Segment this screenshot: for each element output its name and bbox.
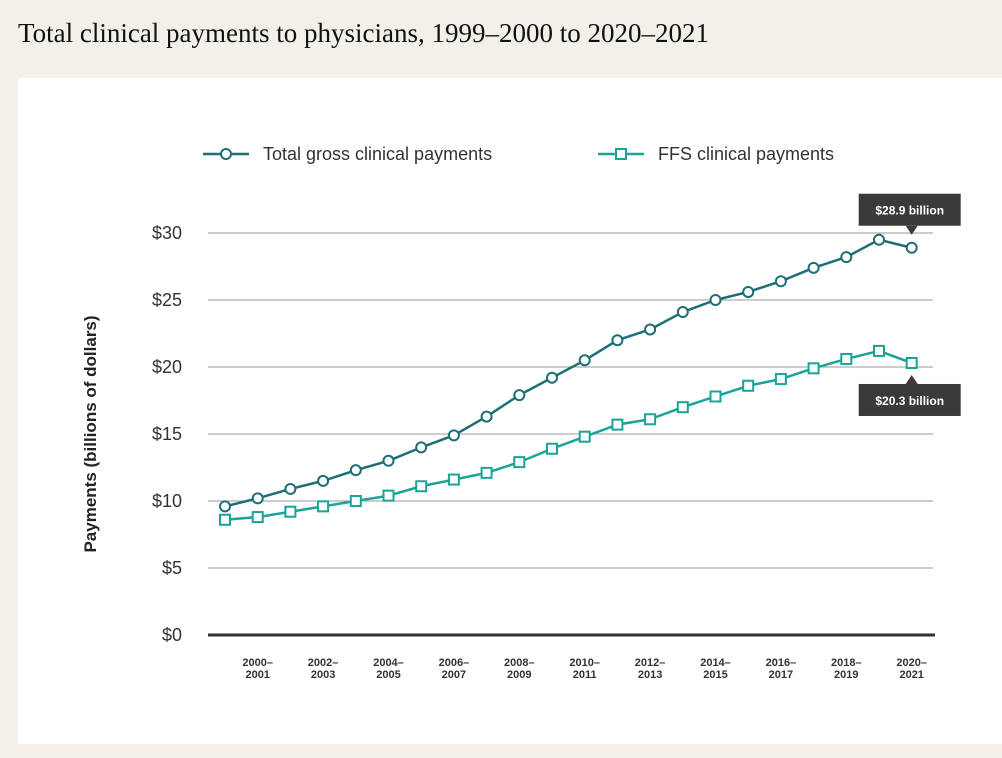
data-point-square [284,505,297,518]
data-point-square [644,413,657,426]
data-point-square [317,500,330,513]
data-point-square [447,473,460,486]
x-tick-label: 2014– 2015 [700,657,731,681]
data-point-square [546,442,558,455]
series-ffs [219,344,918,526]
data-point-circle [317,474,330,487]
data-point-square [807,362,820,375]
data-point-circle [284,482,297,495]
legend-circle-marker [220,148,232,160]
data-point-circle [578,354,591,367]
x-tick-label: 2004– 2005 [373,657,404,681]
data-point-square [219,513,231,526]
x-tick-label: 2020– 2021 [896,657,927,681]
callout-pointer [905,374,918,384]
data-point-square [742,379,755,392]
x-tick-label: 2002– 2003 [308,657,339,681]
data-point-circle [447,429,460,442]
y-axis-ticks: $0 $5 $10 $15 $20 $25 $30 [152,223,182,645]
data-point-circle [742,285,755,298]
data-point-circle [676,306,689,319]
data-point-circle [382,454,395,467]
data-point-square [905,356,918,369]
legend: Total gross clinical payments FFS clinica… [203,144,834,164]
data-point-square [676,401,689,414]
data-point-circle [349,464,362,477]
callout-box [858,193,961,226]
callout-text: $28.9 billion [875,204,944,218]
data-point-square [840,352,853,365]
data-point-circle [644,323,657,336]
gridlines [208,232,935,637]
y-tick-label: $5 [162,558,182,578]
data-point-square [774,373,787,386]
data-point-circle [251,492,264,505]
callout-label: $28.9 billion [858,193,961,235]
data-point-circle [774,275,787,288]
data-point-square [873,344,885,357]
data-point-circle [709,294,722,306]
data-point-square [349,495,362,507]
legend-item: FFS clinical payments [598,144,834,164]
callouts: $28.9 billion $20.3 billion [858,193,961,416]
data-point-circle [611,334,624,347]
data-point-square [415,480,428,493]
y-tick-label: $30 [152,223,182,243]
y-tick-label: $10 [152,491,182,511]
callout-pointer [905,225,918,235]
callout-box [858,383,961,416]
x-tick-label: 2018– 2019 [831,657,862,681]
data-point-circle [546,371,558,384]
chart-card: $0 $5 $10 $15 $20 $25 $30 2000– 2001 2002– 2003 20… [18,78,1002,744]
series-layer [219,233,918,526]
x-axis-ticks: 2000– 2001 2002– 2003 2004– 2005 2006– 2007 2008… [242,657,927,681]
data-point-circle [873,233,885,246]
data-point-circle [415,441,428,454]
x-tick-label: 2000– 2001 [242,657,273,681]
y-tick-label: $20 [152,357,182,377]
data-point-circle [840,251,853,264]
y-tick-label: $0 [162,625,182,645]
data-point-square [578,430,591,443]
data-point-square [709,390,722,403]
data-point-circle [513,389,526,402]
data-point-square [251,511,264,524]
data-point-square [480,466,493,479]
y-tick-label: $25 [152,290,182,310]
data-point-circle [219,500,231,513]
x-tick-label: 2010– 2011 [569,657,600,681]
data-point-square [513,456,526,469]
legend-square-marker [615,148,627,160]
data-point-circle [905,241,918,254]
y-axis-title: Payments (billions of dollars) [81,315,100,552]
legend-label: Total gross clinical payments [263,144,492,164]
series-total-gross [219,233,918,513]
x-tick-label: 2016– 2017 [766,657,797,681]
series-line [224,238,912,508]
x-tick-label: 2012– 2013 [635,657,666,681]
data-point-square [382,489,395,502]
page-title: Total clinical payments to physicians, 1… [18,18,710,48]
callout-label: $20.3 billion [858,374,961,416]
data-point-circle [480,410,493,423]
legend-item: Total gross clinical payments [203,144,492,164]
data-point-circle [807,261,820,274]
y-tick-label: $15 [152,424,182,444]
x-tick-label: 2008– 2009 [504,657,535,681]
callout-text: $20.3 billion [875,394,944,408]
series-line [224,349,913,522]
legend-label: FFS clinical payments [658,144,834,164]
data-point-square [611,418,624,431]
x-tick-label: 2006– 2007 [439,657,470,681]
